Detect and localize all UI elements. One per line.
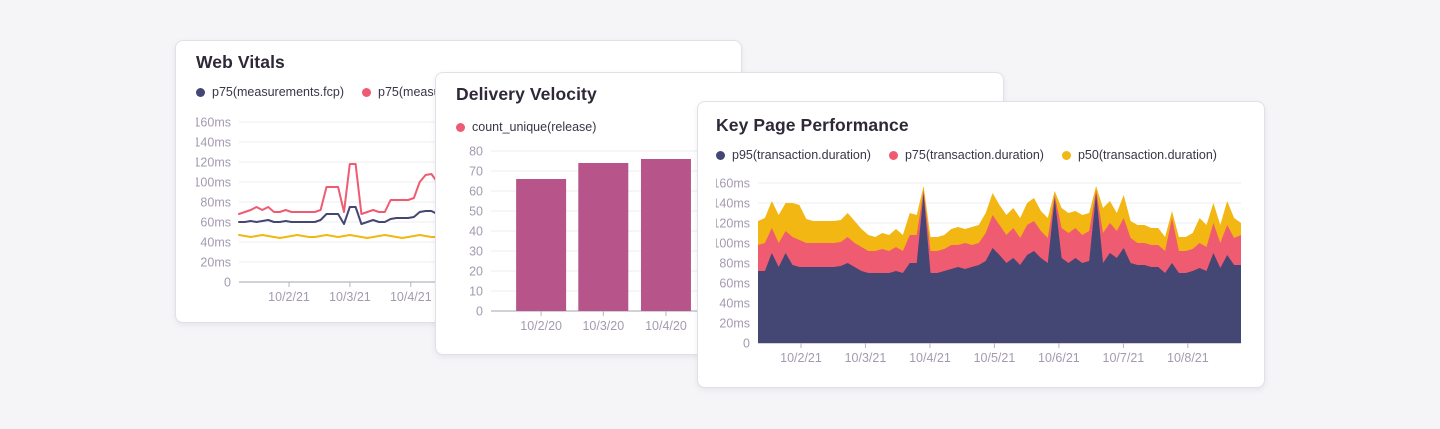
- svg-text:0: 0: [476, 305, 483, 319]
- svg-text:20: 20: [469, 265, 483, 279]
- svg-text:10/3/20: 10/3/20: [582, 319, 624, 333]
- key-page-performance-chart[interactable]: 0 20ms 40ms 60ms 80ms 100ms 120ms 140ms 160ms 10/…: [712, 176, 1241, 382]
- legend-item-label: p50(transaction.duration): [1077, 148, 1217, 162]
- delivery-velocity-legend: count_unique(release): [456, 120, 596, 134]
- svg-text:10/4/21: 10/4/21: [390, 290, 432, 304]
- svg-text:10/4/20: 10/4/20: [645, 319, 687, 333]
- svg-text:50: 50: [469, 205, 483, 219]
- svg-text:80: 80: [469, 145, 483, 159]
- svg-text:30: 30: [469, 245, 483, 259]
- svg-text:60ms: 60ms: [719, 277, 750, 291]
- legend-item[interactable]: p50(transaction.duration): [1061, 148, 1217, 162]
- svg-text:10/8/21: 10/8/21: [1167, 351, 1209, 365]
- legend-item[interactable]: count_unique(release): [456, 120, 596, 134]
- legend-item-label: p95(transaction.duration): [732, 148, 871, 162]
- legend-dot-icon: [456, 122, 465, 132]
- svg-text:10/7/21: 10/7/21: [1103, 351, 1145, 365]
- svg-text:10: 10: [469, 285, 483, 299]
- svg-text:0: 0: [224, 276, 231, 290]
- legend-item[interactable]: p75(measurements.fcp): [196, 85, 344, 99]
- svg-text:10/2/20: 10/2/20: [520, 319, 562, 333]
- svg-text:10/4/21: 10/4/21: [909, 351, 951, 365]
- legend-dot-icon: [1061, 150, 1071, 160]
- svg-text:100ms: 100ms: [716, 237, 750, 251]
- svg-text:20ms: 20ms: [200, 256, 231, 270]
- svg-text:10/3/21: 10/3/21: [845, 351, 887, 365]
- web-vitals-title: Web Vitals: [196, 52, 285, 72]
- svg-text:100ms: 100ms: [196, 176, 231, 190]
- delivery-velocity-title: Delivery Velocity: [456, 84, 597, 104]
- svg-text:10/2/21: 10/2/21: [268, 290, 310, 304]
- svg-text:40: 40: [469, 225, 483, 239]
- svg-text:10/5/21: 10/5/21: [974, 351, 1016, 365]
- svg-text:10/3/21: 10/3/21: [329, 290, 371, 304]
- svg-text:120ms: 120ms: [196, 156, 231, 170]
- legend-item-label: p75(transaction.duration): [904, 148, 1044, 162]
- legend-item[interactable]: p95(transaction.duration): [716, 148, 871, 162]
- legend-dot-icon: [888, 150, 898, 160]
- svg-text:10/2/21: 10/2/21: [780, 351, 822, 365]
- svg-text:160ms: 160ms: [716, 177, 750, 191]
- svg-text:80ms: 80ms: [719, 257, 750, 271]
- key-page-performance-title: Key Page Performance: [716, 115, 909, 135]
- legend-dot-icon: [196, 87, 205, 97]
- svg-text:120ms: 120ms: [716, 217, 750, 231]
- svg-text:140ms: 140ms: [716, 197, 750, 211]
- svg-text:60ms: 60ms: [200, 216, 231, 230]
- svg-text:20ms: 20ms: [719, 317, 750, 331]
- legend-item[interactable]: p75(transaction.duration): [888, 148, 1044, 162]
- svg-text:10/6/21: 10/6/21: [1038, 351, 1080, 365]
- legend-item-label: p75(measurements.fcp): [212, 85, 345, 99]
- key-page-performance-card: Key Page Performance p95(transaction.dur…: [697, 101, 1265, 388]
- svg-text:140ms: 140ms: [196, 136, 231, 150]
- svg-text:80ms: 80ms: [200, 196, 231, 210]
- svg-text:160ms: 160ms: [196, 116, 231, 130]
- svg-text:0: 0: [743, 337, 750, 351]
- svg-text:60: 60: [469, 185, 483, 199]
- legend-dot-icon: [716, 150, 725, 160]
- delivery-velocity-chart[interactable]: 0 10 20 30 40 50 60 70 80 10/2/20 10/3/20 10/4/20: [456, 144, 973, 350]
- svg-text:70: 70: [469, 165, 483, 179]
- legend-dot-icon: [362, 87, 372, 97]
- legend-item-label: count_unique(release): [472, 120, 597, 134]
- key-page-performance-legend: p95(transaction.duration) p75(transaction…: [716, 148, 1217, 162]
- svg-text:40ms: 40ms: [200, 236, 231, 250]
- svg-text:40ms: 40ms: [719, 297, 750, 311]
